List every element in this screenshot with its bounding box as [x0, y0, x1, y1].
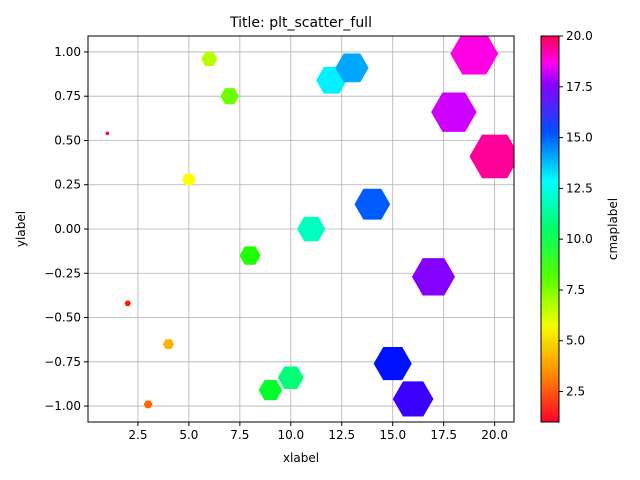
- y-axis-ticks: −1.00 −0.75 −0.50 −0.25 0.00 0.25 0.50 0.75 1.00: [44, 45, 88, 413]
- x-tick-label: 12.5: [328, 428, 355, 442]
- scatter-points: [105, 36, 514, 417]
- scatter-point: [450, 36, 499, 75]
- scatter-point: [105, 131, 110, 136]
- colorbar-tick-label: 10.0: [566, 232, 593, 246]
- x-tick-label: 20.0: [481, 428, 508, 442]
- colorbar-tick-label: 2.5: [566, 385, 585, 399]
- scatter-point: [258, 379, 283, 401]
- colorbar-tick-label: 12.5: [566, 181, 593, 195]
- y-tick-label: −0.50: [44, 311, 81, 325]
- scatter-point: [354, 188, 391, 220]
- x-tick-label: 10.0: [277, 428, 304, 442]
- colorbar-tick-label: 5.0: [566, 334, 585, 348]
- x-axis-label: xlabel: [283, 451, 319, 465]
- y-tick-label: 1.00: [54, 45, 81, 59]
- x-tick-label: 2.5: [128, 428, 147, 442]
- y-tick-label: 0.25: [54, 178, 81, 192]
- scatter-point: [239, 246, 261, 265]
- y-tick-label: −0.25: [44, 266, 81, 280]
- colorbar-label: cmaplabel: [606, 198, 620, 260]
- colorbar-tick-label: 20.0: [566, 29, 593, 43]
- colorbar-frame: [540, 35, 560, 423]
- y-tick-label: 0.00: [54, 222, 81, 236]
- y-tick-label: 0.75: [54, 89, 81, 103]
- chart-title: Title: plt_scatter_full: [229, 15, 372, 31]
- scatter-point: [143, 400, 153, 409]
- x-tick-label: 15.0: [379, 428, 406, 442]
- colorbar-tick-label: 7.5: [566, 283, 585, 297]
- colorbar-tick-label: 15.0: [566, 131, 593, 145]
- y-tick-label: 0.50: [54, 133, 81, 147]
- scatter-point: [124, 300, 131, 307]
- scatter-point: [373, 347, 412, 381]
- x-axis-ticks: 2.5 5.0 7.5 10.0 12.5 15.0 17.5 20.0: [128, 422, 508, 442]
- scatter-point: [469, 134, 514, 179]
- scatter-point: [296, 216, 326, 242]
- colorbar: [541, 36, 559, 422]
- scatter-point: [162, 339, 175, 349]
- x-tick-label: 7.5: [230, 428, 249, 442]
- y-axis-label: ylabel: [14, 211, 28, 247]
- y-tick-label: −1.00: [44, 399, 81, 413]
- colorbar-ticks: 2.5 5.0 7.5 10.0 12.5 15.0 17.5 20.0: [559, 29, 593, 399]
- y-tick-label: −0.75: [44, 355, 81, 369]
- grid: [88, 36, 514, 422]
- colorbar-tick-label: 17.5: [566, 80, 593, 94]
- scatter-point: [411, 258, 456, 296]
- scatter-point: [201, 52, 218, 67]
- scatter-point: [182, 173, 196, 186]
- scatter-point: [335, 53, 369, 83]
- x-tick-label: 5.0: [179, 428, 198, 442]
- scatter-point: [277, 366, 304, 389]
- x-tick-label: 17.5: [430, 428, 457, 442]
- scatter-point: [392, 381, 434, 417]
- scatter-point: [431, 92, 477, 132]
- scatter-point: [220, 88, 239, 105]
